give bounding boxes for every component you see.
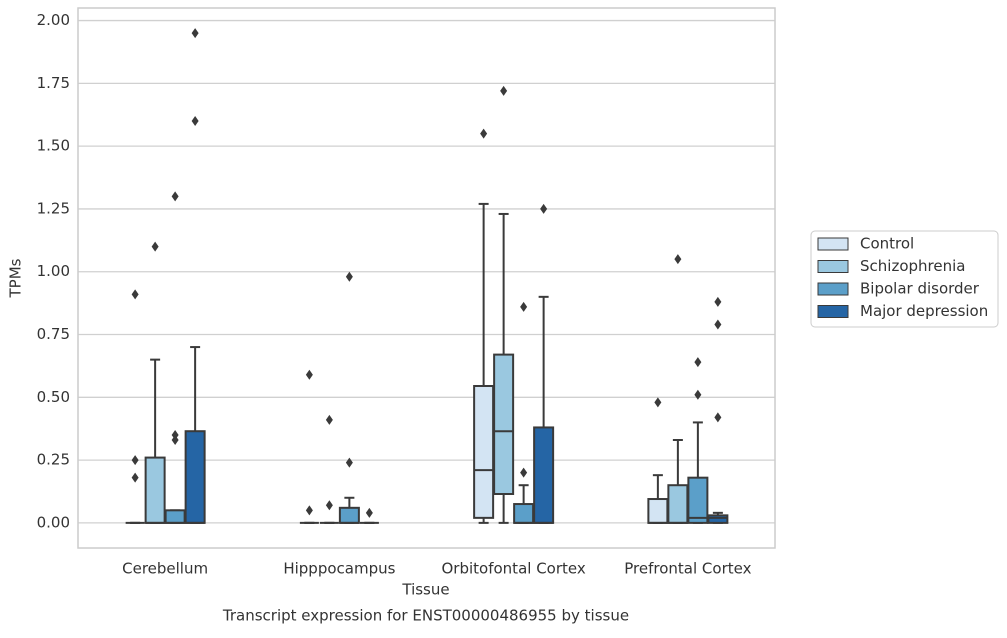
legend-swatch bbox=[817, 260, 849, 273]
x-tick-label: Orbitofontal Cortex bbox=[442, 560, 586, 578]
box bbox=[687, 476, 709, 524]
caption: Transcript expression for ENST0000048695… bbox=[222, 607, 629, 625]
box bbox=[647, 498, 669, 524]
box bbox=[144, 456, 166, 524]
box bbox=[667, 484, 689, 524]
y-tick-label: 1.00 bbox=[37, 262, 70, 280]
flier bbox=[171, 435, 179, 445]
legend-label: Major depression bbox=[860, 302, 988, 320]
box bbox=[338, 506, 360, 524]
flier bbox=[694, 389, 702, 400]
flier bbox=[305, 505, 313, 516]
flier bbox=[714, 412, 722, 423]
flier bbox=[520, 301, 528, 312]
flier bbox=[520, 467, 528, 478]
flier bbox=[654, 397, 662, 408]
box bbox=[473, 385, 495, 519]
flier bbox=[714, 319, 722, 330]
legend-label: Schizophrenia bbox=[860, 257, 965, 275]
flier bbox=[674, 254, 682, 265]
y-tick-label: 0.50 bbox=[37, 388, 70, 406]
flier bbox=[540, 203, 548, 214]
flier bbox=[345, 271, 353, 282]
box bbox=[493, 353, 515, 495]
flier bbox=[694, 357, 702, 368]
x-tick-label: Hipppocampus bbox=[283, 560, 395, 578]
legend-label: Control bbox=[860, 235, 914, 253]
box bbox=[707, 514, 729, 524]
box bbox=[184, 430, 206, 524]
legend-frame bbox=[810, 230, 999, 328]
box bbox=[164, 509, 186, 524]
y-tick-label: 0.25 bbox=[37, 451, 70, 469]
flier bbox=[191, 28, 199, 39]
y-tick-label: 0.00 bbox=[37, 513, 70, 531]
legend-swatch bbox=[817, 282, 849, 296]
x-tick-label: Cerebellum bbox=[122, 560, 208, 578]
box bbox=[513, 503, 535, 524]
y-tick-label: 0.75 bbox=[37, 325, 70, 343]
y-tick-label: 1.50 bbox=[37, 137, 70, 155]
legend-swatch bbox=[817, 237, 849, 251]
y-tick-label: 1.25 bbox=[37, 199, 70, 217]
y-tick-label: 1.75 bbox=[37, 74, 70, 92]
flier bbox=[131, 455, 139, 466]
legend-label: Bipolar disorder bbox=[860, 280, 980, 298]
y-tick-label: 2.00 bbox=[37, 11, 70, 29]
plot-frame bbox=[77, 7, 776, 549]
flier bbox=[171, 429, 179, 440]
flier bbox=[480, 128, 488, 139]
flier bbox=[191, 116, 199, 127]
flier bbox=[151, 241, 159, 252]
flier bbox=[325, 500, 333, 511]
flier bbox=[365, 507, 373, 518]
box bbox=[533, 426, 555, 524]
x-tick-label: Prefrontal Cortex bbox=[624, 560, 751, 578]
flier bbox=[131, 472, 139, 483]
x-axis-label: Tissue bbox=[401, 581, 449, 599]
flier bbox=[500, 85, 508, 96]
flier bbox=[171, 191, 179, 202]
legend-swatch bbox=[817, 305, 849, 318]
flier bbox=[305, 369, 313, 380]
y-axis-label: TPMs bbox=[7, 258, 25, 298]
flier bbox=[714, 296, 722, 307]
flier bbox=[345, 457, 353, 468]
flier bbox=[131, 289, 139, 300]
flier bbox=[325, 414, 333, 425]
